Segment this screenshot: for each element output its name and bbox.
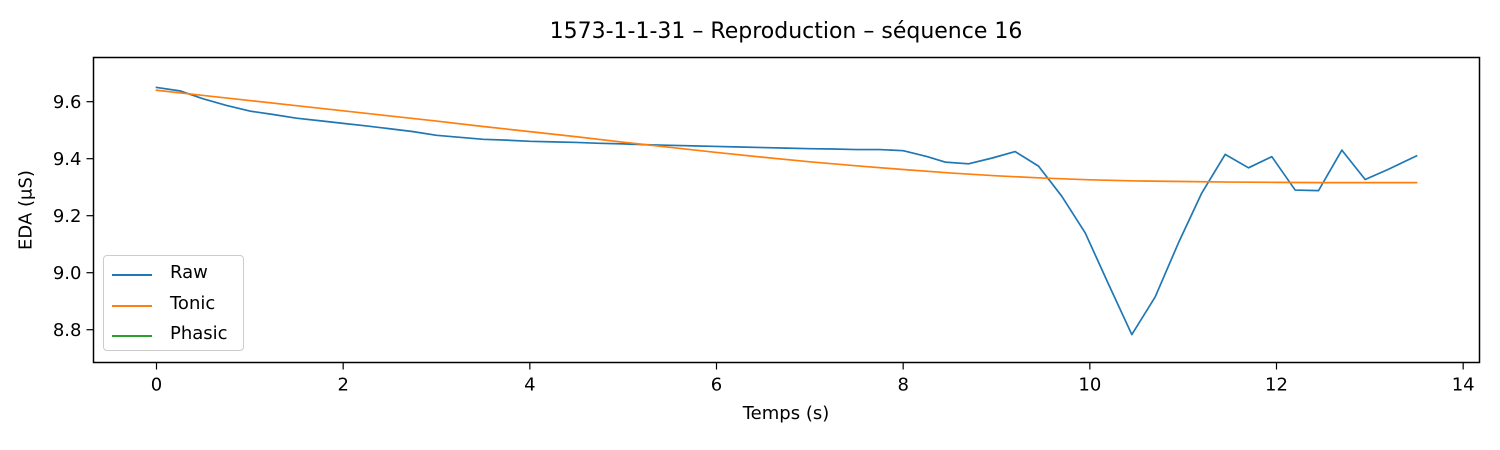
legend-swatch-tonic (112, 304, 152, 307)
legend-item-tonic: Tonic (104, 291, 243, 322)
y-tick-label: 9.2 (53, 206, 82, 227)
legend-label-phasic: Phasic (170, 323, 228, 344)
x-tick-label: 14 (1452, 375, 1475, 396)
chart-title: 1573-1-1-31 – Reproduction – séquence 16 (549, 19, 1023, 44)
legend-label-raw: Raw (170, 262, 208, 283)
y-axis-label: EDA (µS) (15, 170, 37, 250)
y-tick-label: 9.4 (53, 149, 82, 170)
y-tick-label: 9.6 (53, 92, 82, 113)
x-tick-label: 0 (151, 375, 162, 396)
legend-item-raw: Raw (104, 260, 243, 291)
x-tick-label: 12 (1265, 375, 1288, 396)
x-tick-label: 6 (711, 375, 722, 396)
series-line-raw (155, 86, 1418, 336)
legend-swatch-raw (112, 274, 152, 276)
legend-item-phasic: Phasic (104, 321, 243, 352)
axis-ticks: 0 2 4 6 8 10 12 14 8.8 9.0 9.2 9.4 9.6 (53, 92, 1475, 395)
y-tick-label: 8.8 (53, 320, 82, 341)
legend-label-tonic: Tonic (170, 292, 216, 314)
legend: Raw Tonic Phasic (103, 255, 244, 351)
series-lines (155, 86, 1418, 336)
x-tick-label: 4 (524, 375, 535, 396)
y-tick-label: 9.0 (53, 263, 82, 284)
x-axis-label: Temps (s) (742, 403, 830, 424)
series-line-tonic (155, 89, 1418, 184)
x-tick-label: 8 (897, 375, 908, 396)
legend-swatch-phasic (112, 335, 152, 337)
plot-frame (92, 56, 1481, 364)
x-tick-label: 10 (1078, 375, 1101, 396)
x-tick-label: 2 (337, 375, 348, 396)
